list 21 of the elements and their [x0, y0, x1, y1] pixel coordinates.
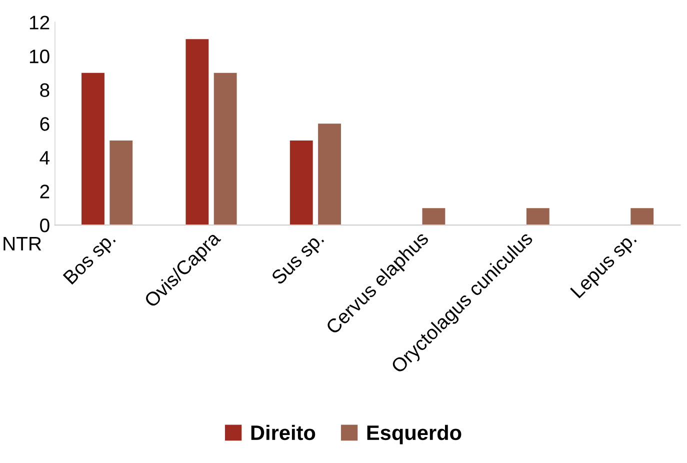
x-tick-label: Sus sp. [270, 231, 328, 288]
x-tick-label: Bos sp. [62, 232, 119, 288]
y-axis-title: NTR [4, 237, 42, 250]
bar [82, 72, 104, 226]
legend-label: Esquerdo [367, 424, 462, 444]
bar [214, 72, 237, 226]
bar [110, 140, 133, 226]
y-tick-label: 12 [30, 16, 50, 30]
y-tick-label: 10 [30, 49, 50, 64]
legend-label: Direito [251, 424, 316, 440]
bar [290, 140, 313, 226]
y-tick-label: 2 [40, 184, 50, 198]
y-tick-label: 8 [40, 83, 50, 98]
y-tick-label: 0 [40, 218, 50, 232]
bar [630, 208, 654, 226]
bar [318, 124, 341, 226]
bar [186, 39, 209, 226]
y-tick-label: 4 [40, 151, 50, 164]
bar [422, 208, 446, 226]
y-tick-label: 6 [40, 117, 50, 131]
bar [526, 208, 550, 226]
